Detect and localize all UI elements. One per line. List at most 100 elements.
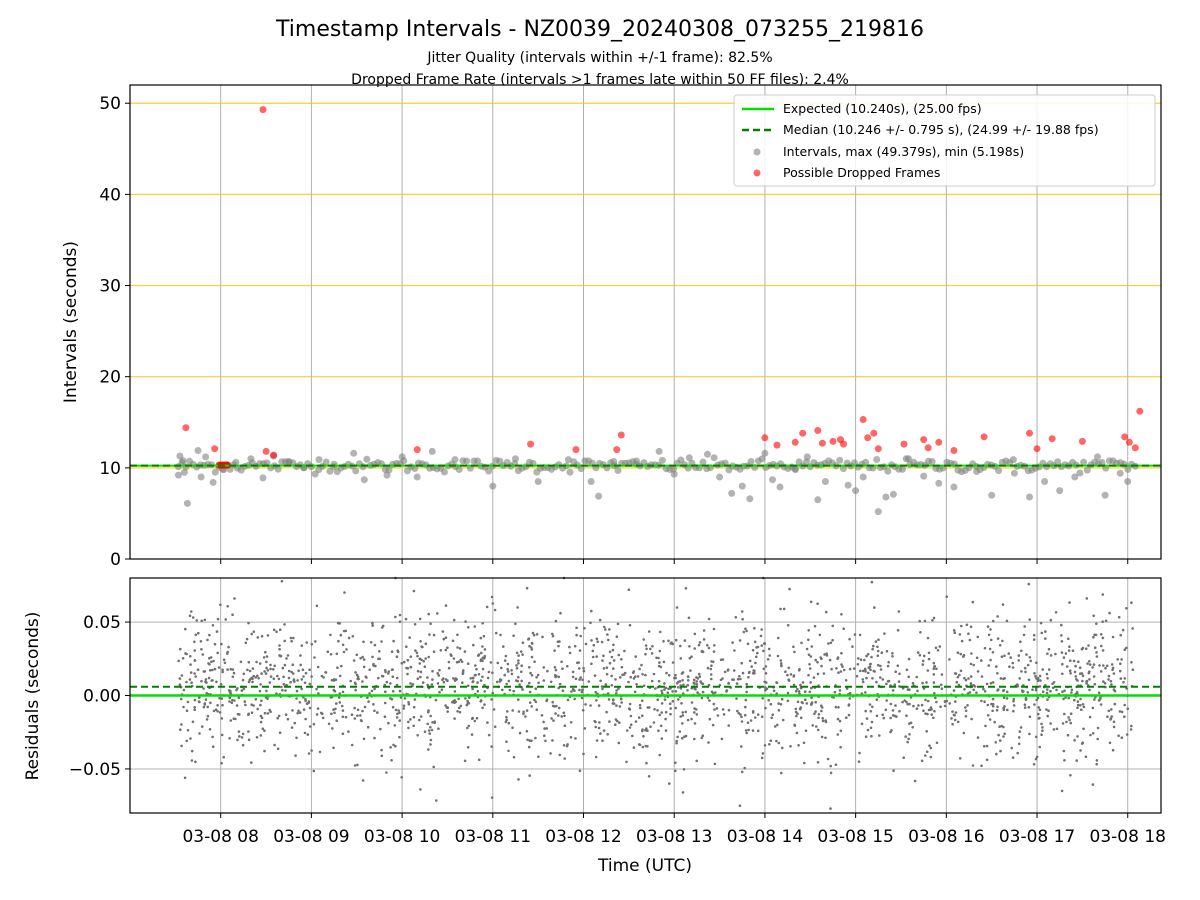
residual-point [848, 637, 851, 641]
residual-point [193, 706, 196, 709]
residual-point [1100, 644, 1103, 648]
residual-point [525, 586, 529, 590]
residual-point [199, 640, 203, 643]
residual-point [453, 717, 456, 720]
residual-point [904, 735, 907, 738]
residual-point [674, 638, 678, 642]
residual-point [1041, 729, 1044, 732]
residual-point [436, 672, 440, 675]
residual-point [542, 720, 545, 724]
residual-point [193, 659, 197, 662]
residual-point [929, 755, 933, 759]
residual-point [485, 605, 489, 609]
residual-point [1021, 690, 1024, 693]
residual-point [329, 653, 333, 656]
interval-point [699, 458, 707, 466]
residual-point [659, 724, 663, 728]
residual-point [640, 699, 644, 702]
residual-point [1044, 630, 1047, 633]
residual-point [801, 681, 805, 684]
residual-point [601, 687, 604, 691]
interval-point [209, 478, 217, 486]
residual-point [259, 703, 262, 707]
residual-point [570, 690, 573, 693]
interval-point [489, 482, 497, 490]
residual-point [687, 616, 691, 620]
residual-point [712, 650, 716, 653]
interval-point [315, 456, 323, 464]
residual-point [293, 721, 297, 725]
residual-point [1012, 697, 1016, 701]
residual-point [583, 627, 586, 630]
residual-point [711, 660, 715, 664]
residual-point [389, 746, 392, 749]
residual-point [456, 633, 459, 637]
residual-point [620, 701, 623, 704]
residual-point [795, 731, 799, 735]
residual-point [188, 678, 192, 681]
residual-point [343, 591, 346, 594]
residual-point [663, 688, 666, 691]
residual-point [566, 698, 570, 702]
residual-point [1093, 683, 1097, 686]
residual-point [582, 752, 585, 756]
residual-point [441, 678, 444, 682]
residual-point [698, 641, 702, 644]
residual-point [1073, 670, 1077, 674]
residual-point [680, 672, 684, 675]
residual-point [370, 689, 374, 693]
residual-point [256, 707, 260, 711]
residual-point [1032, 633, 1036, 637]
legend-label-dropped: Possible Dropped Frames [783, 165, 940, 180]
residual-point [991, 697, 995, 701]
interval-point [928, 458, 936, 465]
residual-point [220, 761, 223, 765]
residual-point [766, 658, 770, 661]
residual-point [186, 700, 190, 704]
residual-point [792, 674, 796, 677]
dropped-frame-point [924, 444, 932, 452]
residual-point [235, 688, 238, 692]
residual-point [649, 647, 652, 651]
residual-point [241, 732, 245, 736]
residual-point [1131, 627, 1134, 630]
interval-point [844, 481, 852, 489]
residual-point [428, 633, 431, 636]
residual-point [709, 673, 713, 676]
residual-point [306, 733, 310, 736]
residual-point [906, 740, 909, 744]
residual-point [581, 678, 584, 682]
y-tick-label: 0 [110, 550, 121, 570]
residual-point [380, 674, 384, 678]
residual-point [1062, 697, 1065, 701]
residual-point [1054, 652, 1057, 656]
residual-point [239, 660, 243, 664]
residual-point [658, 661, 661, 664]
residual-point [975, 656, 979, 660]
residual-point [641, 673, 644, 676]
residual-point [1091, 706, 1095, 710]
residual-point [231, 668, 235, 671]
residual-point [221, 668, 224, 672]
interval-point [1026, 493, 1033, 501]
residual-point [593, 719, 596, 723]
residual-point [387, 721, 390, 725]
residual-point [827, 642, 830, 645]
residual-point [437, 674, 441, 677]
residual-point [839, 670, 843, 673]
residual-point [235, 704, 239, 707]
residual-point [920, 759, 924, 763]
residual-point [951, 710, 954, 713]
residual-point [534, 700, 538, 704]
residual-point [200, 619, 203, 623]
residual-point [259, 720, 263, 724]
residual-point [617, 741, 621, 745]
residual-point [927, 657, 931, 661]
interval-point [440, 468, 448, 476]
residual-point [820, 704, 823, 707]
residual-point [1017, 742, 1021, 746]
residual-point [659, 630, 662, 634]
residual-point [398, 719, 402, 722]
residual-point [310, 643, 314, 646]
